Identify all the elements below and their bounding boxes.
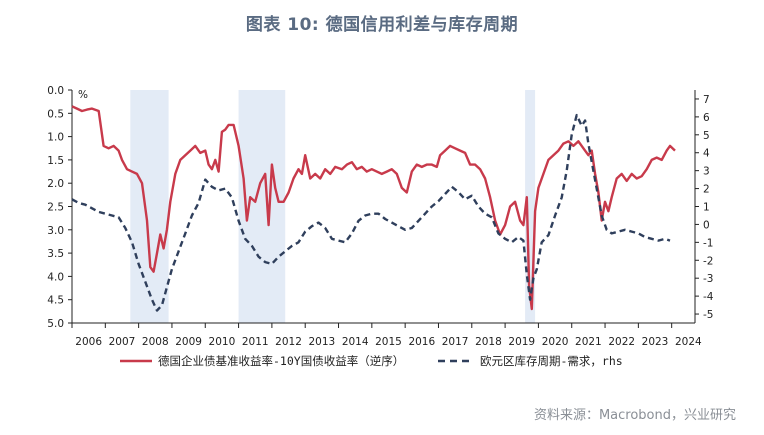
x-tick-label: 2016	[408, 336, 435, 348]
x-tick-label: 2019	[508, 336, 535, 348]
x-tick-label: 2009	[175, 336, 202, 348]
x-tick-label: 2014	[342, 336, 369, 348]
left-axis-unit: %	[78, 89, 88, 101]
shaded-period-2	[525, 90, 536, 323]
series-line-credit-spread	[71, 105, 676, 311]
x-tick-label: 2010	[209, 336, 236, 348]
left-tick-label: 2.5	[47, 202, 64, 214]
right-tick-label: 2	[703, 184, 710, 196]
x-tick-label: 2012	[275, 336, 302, 348]
chart-title: 图表 10: 德国信用利差与库存周期	[245, 15, 519, 35]
left-tick-label: 1.0	[47, 132, 64, 144]
legend-label-credit-spread: 德国企业债基准收益率-10Y国债收益率（逆序）	[158, 354, 404, 368]
x-tick-label: 2023	[642, 336, 669, 348]
shaded-period-0	[130, 90, 169, 323]
right-tick-label: 3	[703, 166, 710, 178]
x-tick-label: 2008	[142, 336, 169, 348]
x-tick-label: 2011	[242, 336, 269, 348]
left-tick-label: 0.0	[47, 85, 64, 97]
x-tick-label: 2020	[542, 336, 569, 348]
right-tick-label: 7	[703, 94, 710, 106]
left-tick-label: 0.5	[47, 108, 64, 120]
left-tick-label: 3.5	[47, 248, 64, 260]
right-tick-label: 1	[703, 202, 710, 214]
x-tick-label: 2021	[575, 336, 602, 348]
chart-legend: 德国企业债基准收益率-10Y国债收益率（逆序） 欧元区库存周期-需求，rhs	[120, 354, 623, 368]
x-tick-label: 2022	[608, 336, 635, 348]
right-tick-label: -5	[703, 309, 713, 321]
chart-axes: 0.0 0.5 1.0 1.5 2.0 2.5 3.0 3.5 4.0 4.5 5.0% 7 6 5 4 3 2…	[47, 85, 713, 348]
x-tick-label: 2018	[475, 336, 502, 348]
x-tick-label: 2015	[375, 336, 402, 348]
right-tick-label: 5	[703, 130, 710, 142]
right-tick-label: -3	[703, 273, 713, 285]
x-tick-label: 2013	[308, 336, 335, 348]
series-lines	[71, 105, 676, 312]
right-tick-label: -2	[703, 255, 713, 267]
left-tick-label: 2.0	[47, 178, 64, 190]
shaded-periods	[130, 90, 536, 323]
left-tick-label: 3.0	[47, 225, 64, 237]
legend-label-inventory-cycle: 欧元区库存周期-需求，rhs	[480, 354, 623, 368]
x-tick-label: 2024	[675, 336, 702, 348]
left-tick-label: 4.5	[47, 295, 64, 307]
right-tick-label: 0	[703, 219, 710, 231]
right-tick-label: -4	[703, 291, 714, 303]
left-tick-label: 1.5	[47, 155, 64, 167]
x-tick-label: 2006	[75, 336, 102, 348]
x-tick-label: 2017	[442, 336, 469, 348]
left-tick-label: 5.0	[47, 318, 64, 330]
right-tick-label: 4	[703, 148, 710, 160]
source-note: 资料来源：Macrobond，兴业研究	[533, 408, 736, 423]
x-tick-label: 2007	[109, 336, 136, 348]
right-tick-label: 6	[703, 112, 710, 124]
series-line-inventory-cycle	[71, 113, 671, 312]
right-tick-label: -1	[703, 237, 713, 249]
left-tick-label: 4.0	[47, 271, 64, 283]
